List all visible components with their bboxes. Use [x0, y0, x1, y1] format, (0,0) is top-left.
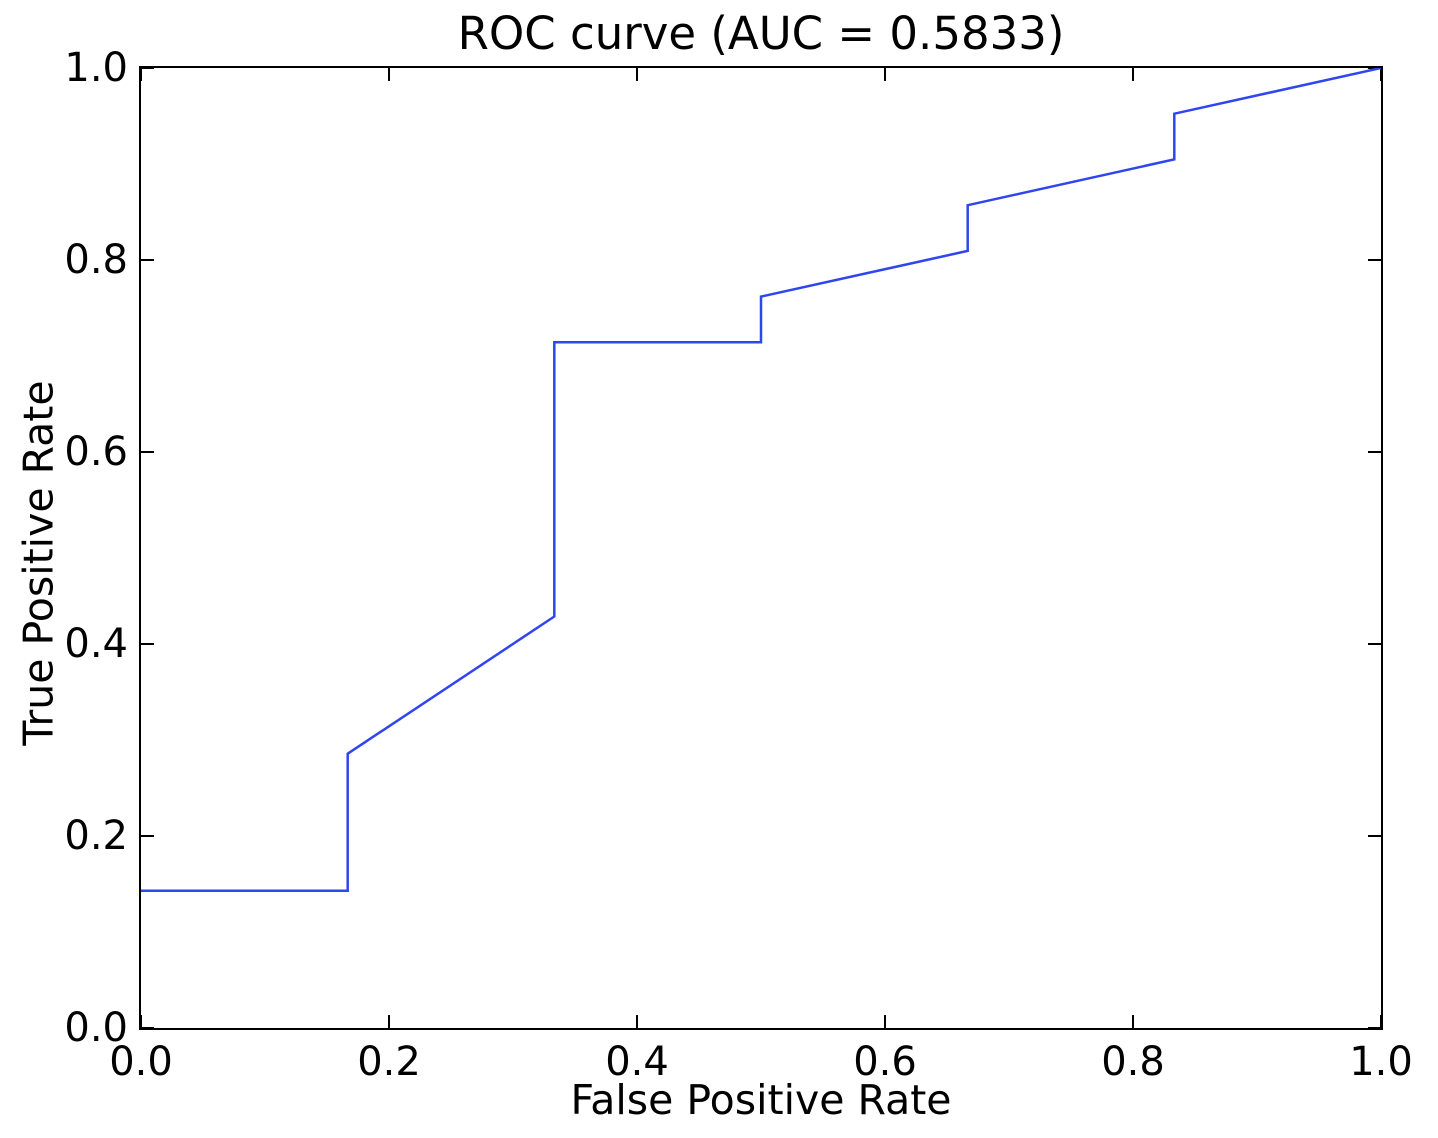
roc-curve-line: [141, 68, 1381, 893]
y-tick-label: 0.2: [64, 813, 128, 859]
x-tick-label: 1.0: [1349, 1039, 1413, 1085]
y-tick-label: 1.0: [64, 45, 128, 91]
plot-area: [139, 66, 1383, 1030]
y-tick-label: 0.8: [64, 237, 128, 283]
y-axis-label: True Positive Rate: [14, 380, 63, 746]
y-tick-label: 0.6: [64, 429, 128, 475]
x-tick-label: 0.2: [357, 1039, 421, 1085]
x-tick-label: 0.0: [109, 1039, 173, 1085]
y-tick-label: 0.4: [64, 621, 128, 667]
x-tick-label: 0.6: [853, 1039, 917, 1085]
x-tick-label: 0.4: [605, 1039, 669, 1085]
x-tick-label: 0.8: [1101, 1039, 1165, 1085]
roc-plot-svg: [141, 68, 1381, 1028]
x-axis-label: False Positive Rate: [570, 1076, 952, 1124]
axis-tick-marks: [141, 68, 1381, 1028]
chart-title: ROC curve (AUC = 0.5833): [457, 7, 1065, 60]
y-tick-label: 0.0: [64, 1005, 128, 1051]
